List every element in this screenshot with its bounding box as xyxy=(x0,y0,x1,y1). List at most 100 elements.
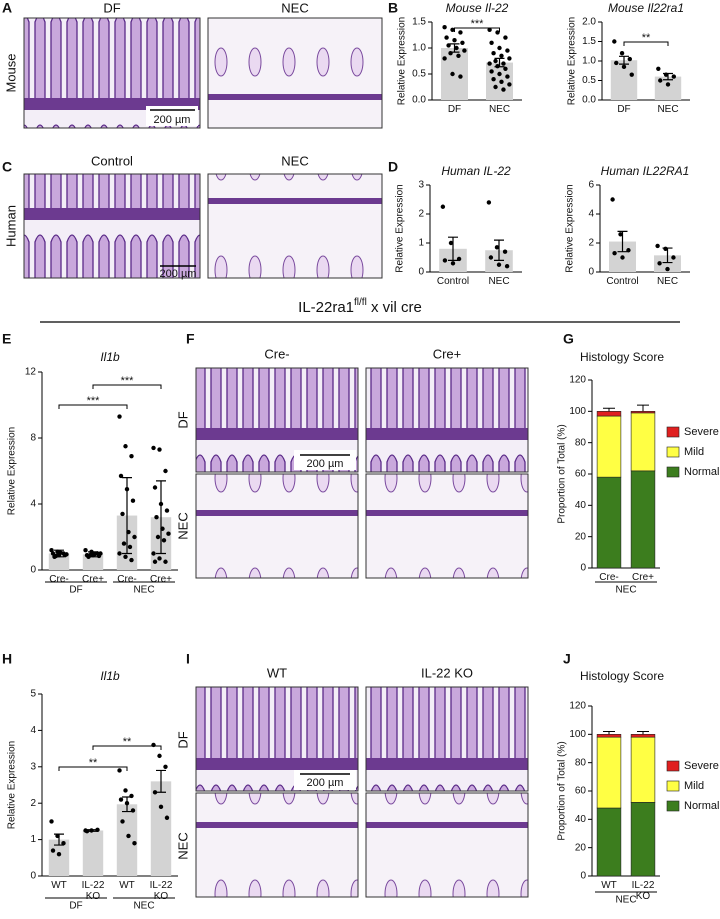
bar-segment xyxy=(596,411,622,417)
group-label: NEC xyxy=(133,585,154,596)
y-tick-label: 1.5 xyxy=(412,17,426,28)
data-point xyxy=(610,197,615,202)
title-superscript: fl/fl xyxy=(354,297,367,308)
y-tick-label: 0.5 xyxy=(582,75,596,86)
bar xyxy=(150,781,172,876)
error-bar xyxy=(663,72,673,81)
data-point xyxy=(132,841,137,846)
chart-title: Human IL22RA1 xyxy=(601,164,690,178)
group-label: NEC xyxy=(615,895,636,906)
data-point xyxy=(458,74,463,79)
data-point xyxy=(164,508,170,513)
data-point xyxy=(507,56,512,61)
panel-letter: B xyxy=(388,0,398,16)
error-bar xyxy=(448,236,458,261)
data-point xyxy=(83,548,88,553)
y-axis-label: Relative Expression xyxy=(567,17,578,105)
significance-bracket xyxy=(454,27,500,32)
y-tick-label: 2 xyxy=(30,798,36,809)
scale-bar-label: 200 µm xyxy=(307,777,344,789)
histology-image xyxy=(365,686,529,792)
data-point xyxy=(155,534,161,540)
legend-swatch xyxy=(666,426,680,438)
data-point xyxy=(120,819,125,824)
image-column-label: NEC xyxy=(281,0,308,15)
data-point xyxy=(486,200,492,205)
y-tick-label: 80 xyxy=(575,437,587,448)
data-point xyxy=(619,51,625,56)
data-point xyxy=(448,240,454,246)
data-point xyxy=(98,551,103,556)
data-point xyxy=(442,56,447,61)
data-point xyxy=(491,51,496,56)
data-point xyxy=(655,243,660,249)
error-bar xyxy=(494,57,505,68)
bar-segment xyxy=(630,470,656,569)
x-tick-label-box: WT xyxy=(51,880,67,891)
legend-label: Mild xyxy=(684,780,704,792)
data-point xyxy=(163,559,168,564)
y-tick-label: 100 xyxy=(569,406,586,417)
data-point xyxy=(442,25,447,30)
data-point xyxy=(497,71,502,77)
x-tick-label-box: Cre- xyxy=(117,574,136,585)
data-point xyxy=(618,232,623,237)
data-point xyxy=(164,815,170,820)
data-point xyxy=(117,551,122,556)
data-point xyxy=(503,35,508,40)
error-bar xyxy=(494,239,504,261)
data-point xyxy=(444,35,449,40)
bar xyxy=(654,76,682,100)
y-tick-label: 0.5 xyxy=(412,69,426,80)
data-point xyxy=(450,27,455,32)
data-point xyxy=(61,841,66,846)
error-bar xyxy=(637,731,649,735)
x-tick-label-box: NEC xyxy=(489,104,510,115)
data-point xyxy=(50,848,56,853)
title-part: x vil cre xyxy=(367,299,422,316)
y-axis-label: Relative Expression xyxy=(7,741,18,829)
scale-bar-bg xyxy=(146,106,198,126)
data-point xyxy=(130,498,136,503)
data-point xyxy=(499,79,504,85)
data-point xyxy=(49,819,54,824)
legend-swatch xyxy=(666,780,680,792)
panel-letter: D xyxy=(388,159,398,175)
x-tick-label-box: WT xyxy=(119,880,135,891)
x-tick-label: NEC xyxy=(657,104,679,115)
legend-swatch xyxy=(666,446,680,458)
legend-swatch xyxy=(666,800,680,812)
y-tick-label: 12 xyxy=(25,367,37,378)
y-tick-label: 40 xyxy=(575,814,587,825)
significance-label: ** xyxy=(642,32,651,44)
x-tick-label: Cre- xyxy=(599,572,619,583)
data-point xyxy=(621,64,627,70)
image-row-label: DF xyxy=(175,731,190,748)
data-point xyxy=(123,444,128,449)
group-label: NEC xyxy=(133,901,154,912)
x-tick-label-box: IL-22 KO xyxy=(632,880,655,902)
histology-image xyxy=(207,173,383,279)
data-point xyxy=(154,515,159,520)
data-point xyxy=(118,797,124,802)
x-tick-label: NEC xyxy=(488,276,510,287)
data-point xyxy=(502,249,508,254)
chart-title: Mouse Il22ra1 xyxy=(608,1,684,15)
error-bar xyxy=(54,549,64,558)
construct-title: IL-22ra1fl/fl x vil cre xyxy=(298,297,422,316)
data-point xyxy=(163,764,168,769)
y-axis-label: Proportion of Total (%) xyxy=(557,424,568,523)
y-tick-label: 0 xyxy=(580,563,586,574)
y-tick-label: 1.0 xyxy=(412,43,426,54)
x-tick-label-box: Cre+ xyxy=(150,574,172,585)
image-column-label: Control xyxy=(91,153,133,168)
x-tick-label: WT xyxy=(119,880,135,891)
data-point xyxy=(504,264,510,269)
x-tick-label: IL-22 KO xyxy=(149,880,173,902)
bar-segment xyxy=(630,412,656,472)
x-tick-label-box: Cre- xyxy=(599,572,619,583)
scale-bar-bg xyxy=(294,770,356,790)
y-axis-label: Relative Expression xyxy=(7,427,18,515)
y-tick-label: 120 xyxy=(569,375,586,386)
significance-bracket xyxy=(58,766,128,771)
